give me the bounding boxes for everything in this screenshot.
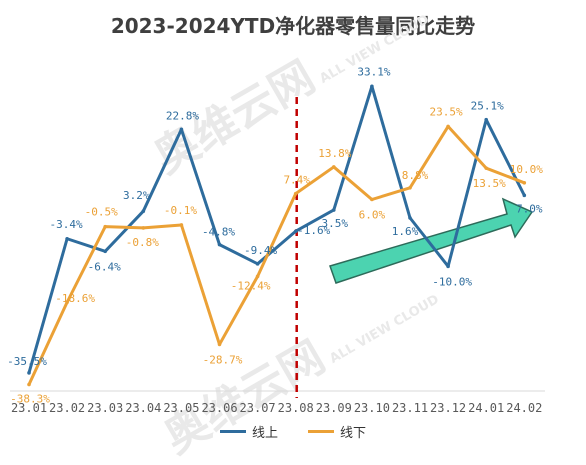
legend-item-online: 线上 xyxy=(219,422,278,441)
data-point xyxy=(141,209,146,213)
data-point xyxy=(179,127,184,132)
data-label: 25.1% xyxy=(471,100,504,113)
legend-label-offline: 线下 xyxy=(340,426,367,441)
data-point xyxy=(217,242,222,247)
x-tick-label: 23.11 xyxy=(392,401,428,415)
data-point xyxy=(27,371,31,375)
data-label: 13.5% xyxy=(473,177,506,190)
chart-title: 2023-2024YTD净化器零售量同比走势 xyxy=(110,14,476,38)
data-label: -3.4% xyxy=(50,218,83,231)
chart-legend: 线上 线下 xyxy=(0,422,586,441)
data-label: 23.5% xyxy=(430,105,463,118)
x-tick-label: 23.10 xyxy=(354,401,390,415)
x-tick-label: 23.08 xyxy=(278,401,314,415)
data-point xyxy=(484,117,489,122)
data-label: -9.4% xyxy=(244,244,277,257)
data-point xyxy=(103,224,107,229)
data-point xyxy=(522,180,527,185)
legend-swatch-offline xyxy=(308,430,334,433)
data-label: 22.8% xyxy=(166,109,199,122)
data-point xyxy=(179,223,184,227)
x-tick-label: 23.06 xyxy=(201,401,237,415)
data-label: 13.8% xyxy=(318,147,351,160)
data-point xyxy=(484,166,489,170)
data-point xyxy=(332,208,336,212)
data-point xyxy=(408,186,412,190)
data-label: 33.1% xyxy=(357,65,390,78)
data-label: -6.4% xyxy=(88,260,121,273)
line-chart: 23.01 23.02 23.03 23.04 23.05 23.06 23.07 23.08… xyxy=(7,65,545,415)
x-tick-label: 24.02 xyxy=(506,401,542,415)
data-point xyxy=(255,274,260,279)
data-point xyxy=(293,229,298,234)
data-label: 8.8% xyxy=(402,169,429,182)
data-point xyxy=(293,191,298,196)
data-label: 3.5% xyxy=(322,217,349,230)
x-tick-label: 23.07 xyxy=(240,401,276,415)
data-point xyxy=(65,300,69,305)
data-point xyxy=(65,236,69,241)
legend-item-offline: 线下 xyxy=(308,422,366,441)
data-label: -35.5% xyxy=(7,355,47,368)
data-point xyxy=(217,342,222,347)
data-label: -4.8% xyxy=(202,226,235,239)
data-label: -0.5% xyxy=(85,206,118,219)
data-point xyxy=(332,165,336,169)
data-label: -28.7% xyxy=(203,353,243,366)
legend-swatch-online xyxy=(219,430,246,433)
data-point xyxy=(255,262,260,266)
data-label: -1.6% xyxy=(297,224,330,237)
data-label: 3.2% xyxy=(123,189,150,202)
data-label: 6.0% xyxy=(359,209,386,222)
x-tick-label: 23.09 xyxy=(316,401,352,415)
data-label: -18.6% xyxy=(55,292,95,305)
trend-arrow xyxy=(329,197,534,284)
data-label: -10.0% xyxy=(432,275,472,288)
data-point xyxy=(27,382,31,387)
x-tick-label: 23.04 xyxy=(125,401,161,415)
series-line-online xyxy=(27,84,526,375)
data-label: -0.8% xyxy=(126,236,159,249)
x-tick-label: 23.03 xyxy=(87,401,123,415)
data-label: 7.4% xyxy=(283,174,310,187)
data-label: -38.3% xyxy=(10,393,50,406)
data-label: 1.6% xyxy=(392,225,419,238)
x-tick-label: 23.01 xyxy=(11,401,47,415)
data-point xyxy=(370,197,374,202)
legend-label-online: 线上 xyxy=(251,426,278,441)
data-label: 7.0% xyxy=(516,202,543,215)
x-tick-label: 23.12 xyxy=(430,401,466,415)
x-tick-label: 24.01 xyxy=(468,401,504,415)
data-point xyxy=(141,226,146,230)
data-point xyxy=(446,124,450,129)
data-point xyxy=(446,264,450,269)
data-label: 10.0% xyxy=(510,163,543,176)
data-point xyxy=(408,216,412,220)
x-tick-label: 23.05 xyxy=(163,401,199,415)
series-line-offline xyxy=(27,124,526,387)
data-point xyxy=(522,193,527,198)
data-point xyxy=(103,249,107,254)
data-point xyxy=(370,84,374,89)
data-label: -0.1% xyxy=(164,204,197,217)
data-label: -12.4% xyxy=(231,279,271,292)
x-tick-label: 23.02 xyxy=(49,401,85,415)
